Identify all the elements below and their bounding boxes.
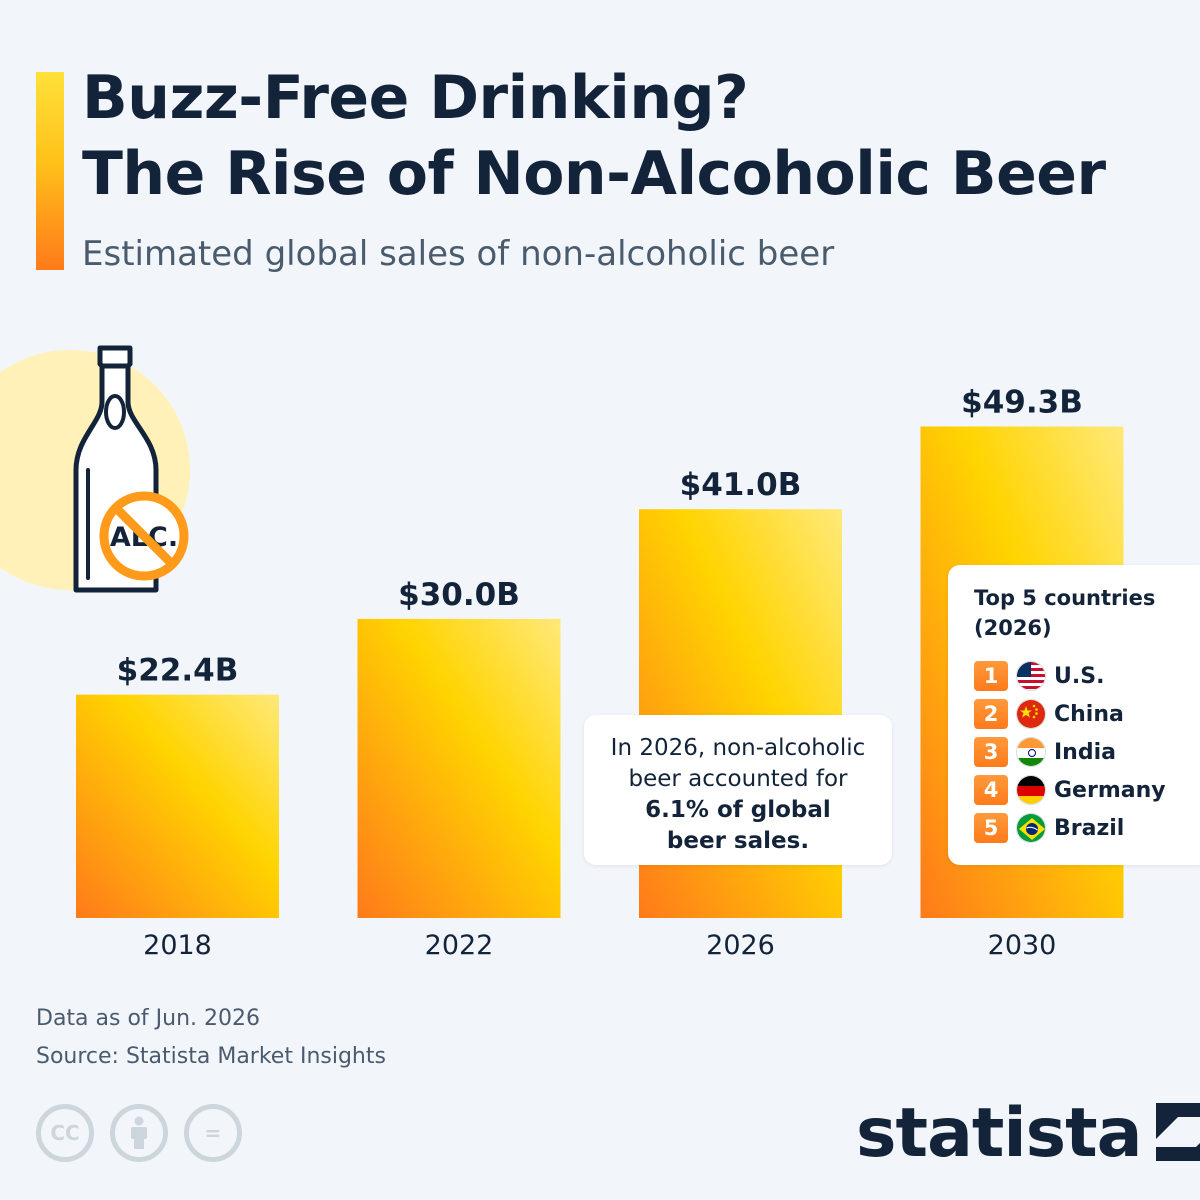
no-derivatives-icon[interactable]: = — [184, 1104, 242, 1162]
rank-badge: 5 — [974, 813, 1008, 843]
bar-2022 — [357, 618, 561, 918]
rank-badge: 4 — [974, 775, 1008, 805]
page-title: Buzz-Free Drinking? The Rise of Non-Alco… — [82, 60, 1106, 212]
country-name: Germany — [1054, 777, 1166, 803]
statista-mark-icon — [1155, 1103, 1200, 1165]
callout-bold-2: beer sales. — [666, 828, 810, 854]
page-subtitle: Estimated global sales of non-alcoholic … — [82, 234, 835, 274]
country-name: India — [1054, 739, 1116, 765]
list-item: 4 Germany — [974, 771, 1200, 809]
bar-value-label: $41.0B — [680, 467, 802, 503]
brand-name: statista — [856, 1094, 1143, 1173]
title-accent-bar — [36, 72, 64, 270]
x-tick-label: 2026 — [706, 930, 775, 961]
footer-notes: Data as of Jun. 2026 Source: Statista Ma… — [36, 1000, 386, 1076]
list-item: 2 China — [974, 695, 1200, 733]
title-line-1: Buzz-Free Drinking? — [82, 63, 749, 133]
no-alcohol-bottle-icon: ALC. — [60, 340, 210, 604]
data-date-note: Data as of Jun. 2026 — [36, 1006, 261, 1031]
statista-logo[interactable]: statista — [856, 1098, 1200, 1170]
country-name: Brazil — [1054, 815, 1125, 841]
germany-flag-icon — [1016, 775, 1046, 805]
callout-bold-1: 6.1% of global — [645, 797, 831, 823]
china-flag-icon — [1016, 699, 1046, 729]
country-name: U.S. — [1054, 663, 1105, 689]
license-icons: CC = — [36, 1104, 242, 1162]
top-countries-list: 1 U.S. 2 — [974, 657, 1200, 847]
us-flag-icon — [1016, 661, 1046, 691]
rank-badge: 3 — [974, 737, 1008, 767]
brazil-flag-icon — [1016, 813, 1046, 843]
bar-value-label: $22.4B — [117, 653, 239, 689]
title-line-2: The Rise of Non-Alcoholic Beer — [82, 139, 1106, 209]
top-countries-card: Top 5 countries (2026) 1 U.S. 2 — [948, 565, 1200, 865]
bar-value-label: $30.0B — [398, 577, 520, 613]
callout-line-1: In 2026, non-alcoholic — [610, 735, 866, 761]
bar-value-label: $49.3B — [961, 384, 1083, 420]
india-flag-icon — [1016, 737, 1046, 767]
rank-badge: 2 — [974, 699, 1008, 729]
rank-badge: 1 — [974, 661, 1008, 691]
market-share-callout: In 2026, non-alcoholic beer accounted fo… — [584, 715, 892, 865]
list-item: 3 India — [974, 733, 1200, 771]
creative-commons-icon[interactable]: CC — [36, 1104, 94, 1162]
callout-line-2: beer accounted for — [628, 766, 848, 792]
attribution-icon[interactable] — [110, 1104, 168, 1162]
bar-2018 — [76, 694, 279, 918]
top-countries-title-1: Top 5 countries — [974, 586, 1156, 610]
list-item: 1 U.S. — [974, 657, 1200, 695]
x-tick-label: 2018 — [143, 930, 212, 961]
list-item: 5 Brazil — [974, 809, 1200, 847]
country-name: China — [1054, 701, 1124, 727]
source-note: Source: Statista Market Insights — [36, 1044, 386, 1069]
x-tick-label: 2030 — [988, 930, 1057, 961]
top-countries-title-2: (2026) — [974, 616, 1052, 640]
x-tick-label: 2022 — [425, 930, 494, 961]
